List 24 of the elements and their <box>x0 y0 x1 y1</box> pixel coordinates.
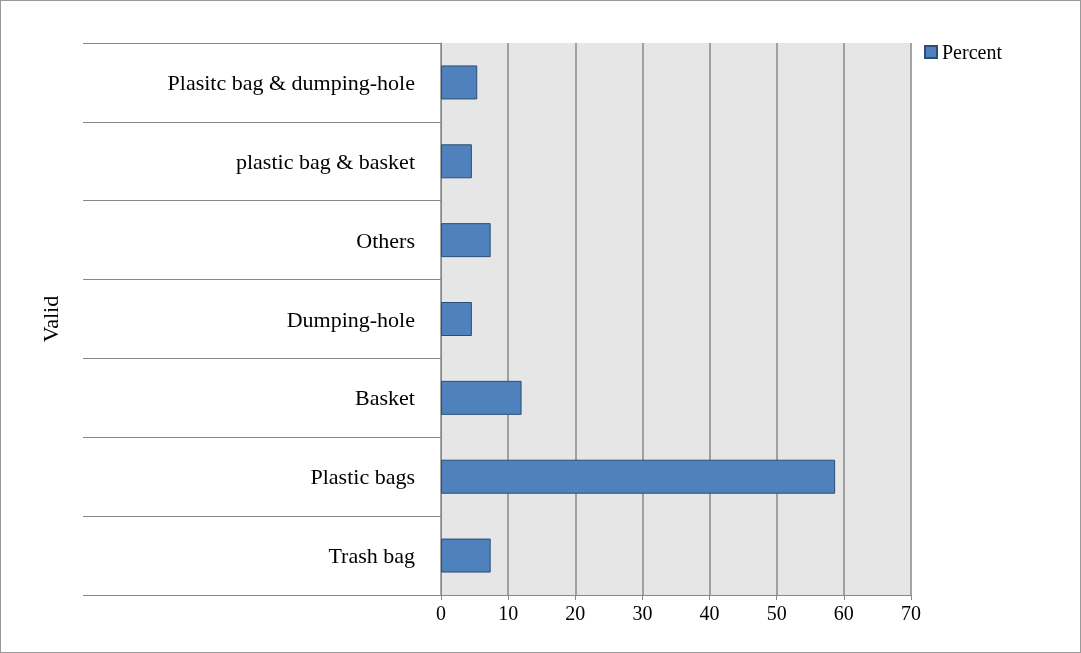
y-tick-label: Plastic bags <box>310 464 415 490</box>
x-tick-label: 30 <box>632 602 653 624</box>
y-tick-label: Dumping-hole <box>286 306 415 332</box>
x-tick-label: 60 <box>833 602 854 624</box>
bar <box>441 144 472 179</box>
legend-label: Percent <box>942 41 1003 63</box>
y-tick-label: Basket <box>355 385 415 411</box>
y-tick-label: Trash bag <box>328 543 415 569</box>
y-tick-label: Plasitc bag & dumping-hole <box>167 69 415 95</box>
x-tick-label: 70 <box>901 602 921 624</box>
y-axis-title: Valid <box>37 295 63 343</box>
bar <box>441 65 478 100</box>
bar <box>441 459 836 494</box>
x-tick-label: 40 <box>699 602 720 624</box>
bar <box>441 538 491 573</box>
x-tick-label: 50 <box>766 602 787 624</box>
y-tick-label: Others <box>356 227 415 253</box>
bar <box>441 302 472 336</box>
x-tick-label: 0 <box>436 602 446 624</box>
y-tick-label: plastic bag & basket <box>235 148 415 174</box>
x-tick-label: 20 <box>565 602 586 624</box>
x-tick-label: 10 <box>498 602 519 624</box>
bar <box>441 380 522 415</box>
bar <box>441 223 491 258</box>
